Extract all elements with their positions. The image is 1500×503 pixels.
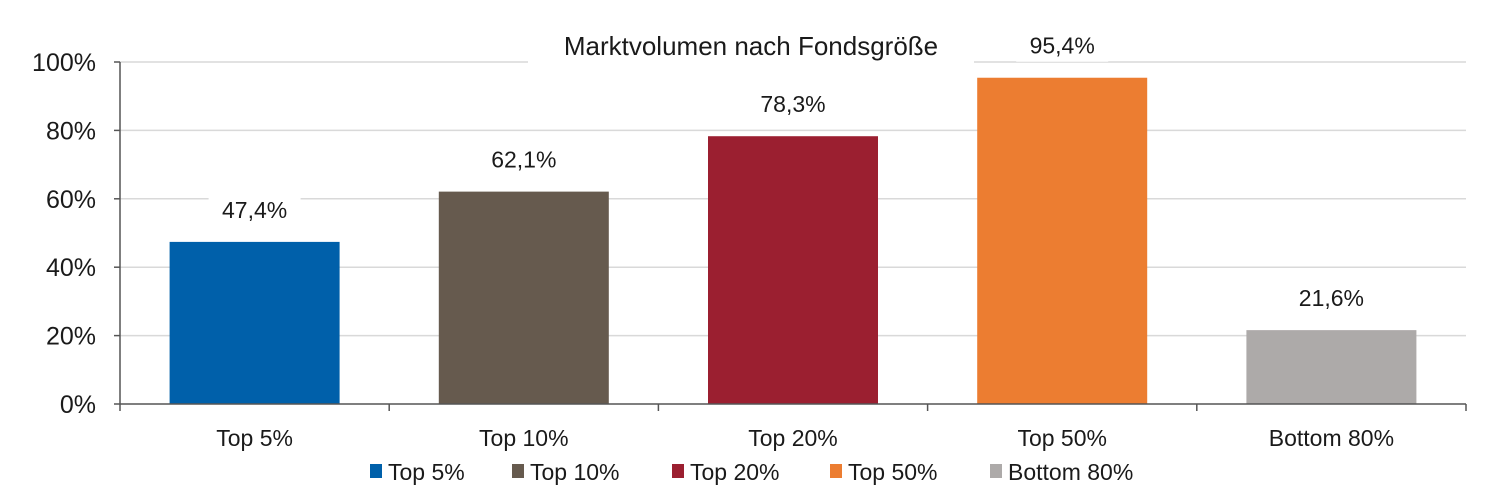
legend-swatch [990,464,1002,478]
y-tick-label: 40% [46,254,96,282]
data-label-background [208,191,301,226]
y-tick-label: 100% [32,49,96,77]
data-label: 95,4% [1030,33,1095,59]
legend-label: Top 20% [690,459,780,485]
legend-label: Top 50% [848,459,938,485]
bar [169,241,340,404]
data-label-background [747,86,839,121]
legend-swatch [512,464,524,478]
bar [438,191,609,404]
y-tick-label: 0% [60,391,96,419]
axes: 0% 20% 40% 60% 80% 100% Top 5% Top 10% Top 20% To… [32,49,1467,451]
legend-swatch [370,464,382,478]
data-label-background [1016,27,1109,62]
x-tick-label: Bottom 80% [1269,425,1394,451]
legend-swatch [672,464,684,478]
data-label: 47,4% [222,197,287,223]
chart-title: Marktvolumen nach Fondsgröße [564,31,938,61]
data-label-background [477,141,570,176]
data-label: 62,1% [491,147,556,173]
title-background [528,26,974,66]
x-tick-label: Top 20% [748,425,838,451]
legend-swatch [830,464,842,478]
x-tick-label: Top 10% [479,425,569,451]
legend-label: Top 5% [388,459,465,485]
legend-label: Top 10% [530,459,620,485]
data-label: 21,6% [1299,285,1364,311]
bar [1246,330,1417,404]
y-tick-label: 20% [46,323,96,351]
data-label-background [1285,280,1378,315]
bars [169,77,1417,405]
x-tick-label: Top 50% [1017,425,1107,451]
y-tick-label: 80% [46,117,96,145]
y-tick-label: 60% [46,186,96,214]
legend: Top 5% Top 10% Top 20% Top 50% Bottom 80% [370,459,1133,485]
legend-label: Bottom 80% [1008,459,1133,485]
bar [708,136,878,405]
data-labels: 47,4% 62,1% 78,3% 95,4% 21,6% [208,27,1378,315]
x-tick-label: Top 5% [216,425,293,451]
bar [977,77,1148,405]
data-label: 78,3% [760,91,825,117]
